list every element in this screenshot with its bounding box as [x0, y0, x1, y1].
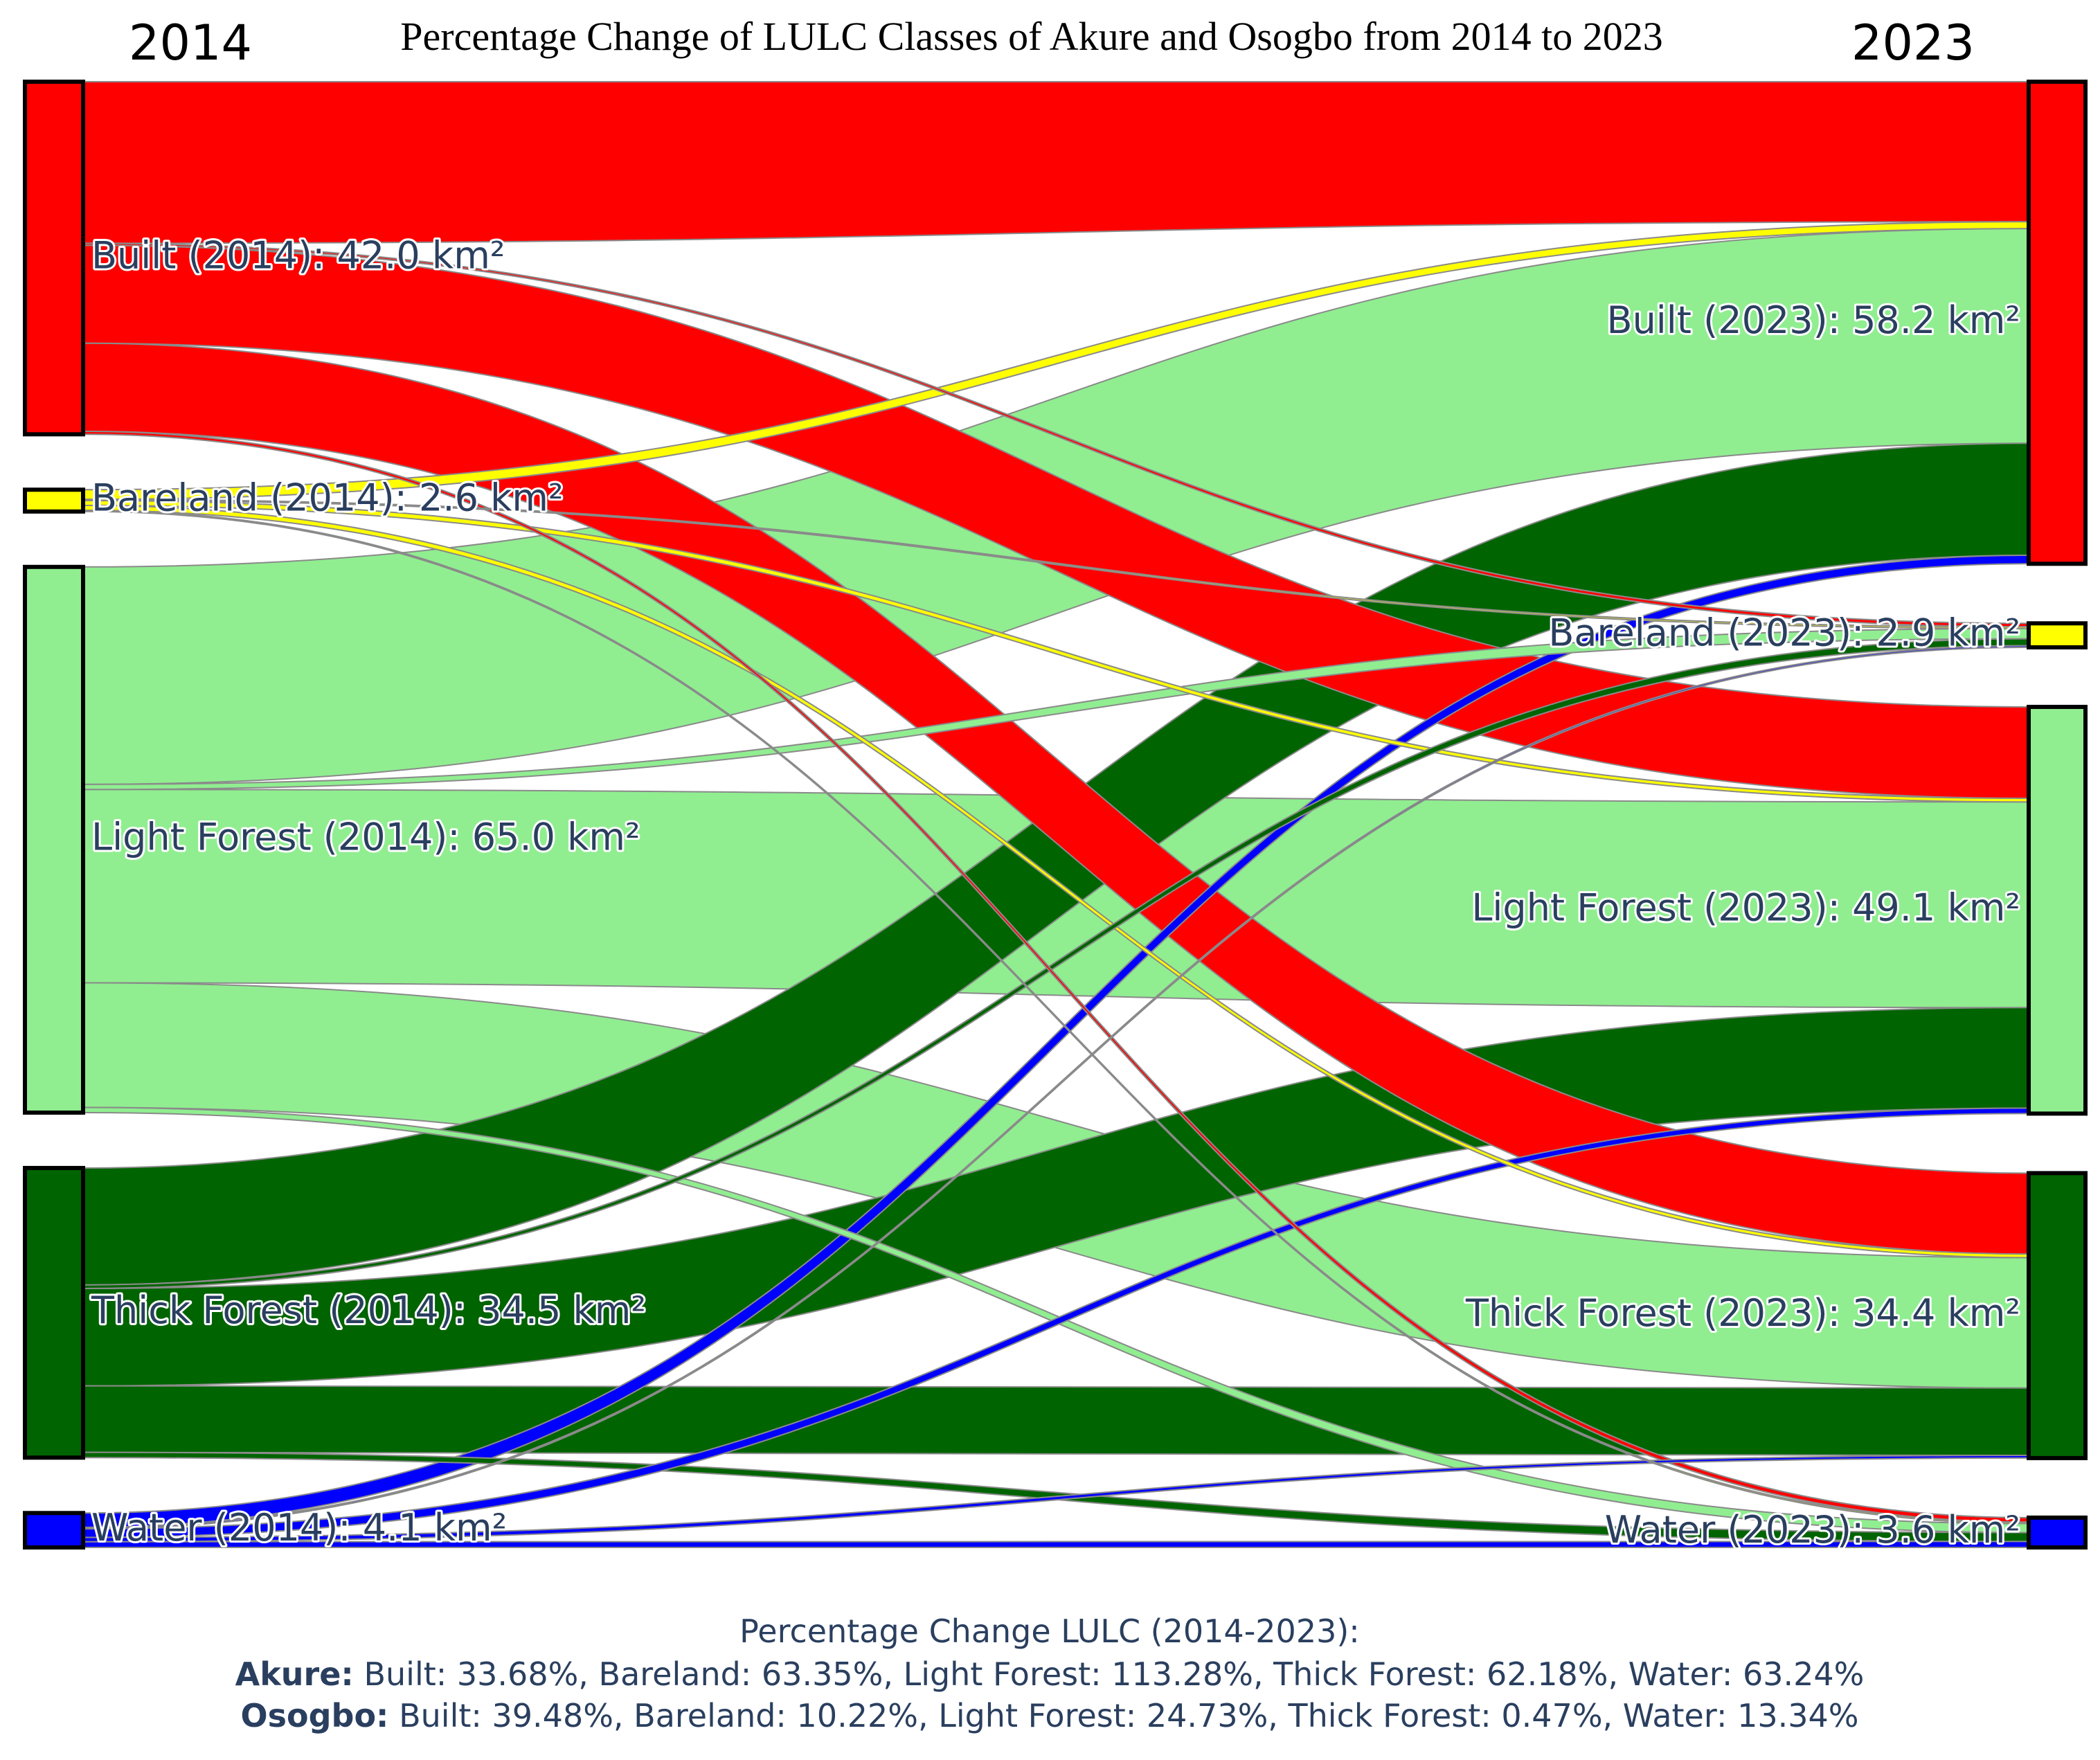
node-label-left-water: Water (2014): 4.1 km²	[91, 1506, 507, 1550]
sankey-labels: Built (2014): 42.0 km² Bareland (2014): 2…	[89, 231, 2022, 1554]
node-left-bareland	[23, 487, 85, 514]
chart-title: Percentage Change of LULC Classes of Aku…	[400, 14, 1662, 59]
annotation-values-osogbo: Built: 39.48%, Bareland: 10.22%, Light F…	[388, 1697, 1858, 1734]
link-thick-to-thick	[82, 1385, 2029, 1457]
sankey-links	[82, 80, 2029, 1549]
node-label-right-light: Light Forest (2023): 49.1 km²	[1471, 886, 2020, 929]
annotation-row-akure: Akure: Built: 33.68%, Bareland: 63.35%, …	[235, 1655, 1865, 1693]
node-label-left-thick: Thick Forest (2014): 34.5 km²	[91, 1288, 646, 1332]
link-built-to-built	[82, 80, 2029, 244]
node-label-right-built: Built (2023): 58.2 km²	[1607, 298, 2020, 342]
node-left-built	[23, 80, 85, 437]
percentage-change-annotation: Percentage Change LULC (2014-2023): Akur…	[235, 1613, 1865, 1734]
annotation-heading: Percentage Change LULC (2014-2023):	[739, 1613, 1360, 1650]
node-label-right-water: Water (2023): 3.6 km²	[1605, 1508, 2020, 1552]
node-right-light	[2027, 704, 2088, 1116]
node-label-right-bareland: Bareland (2023): 2.9 km²	[1548, 611, 2020, 654]
node-left-water	[23, 1511, 85, 1550]
node-label-left-light: Light Forest (2014): 65.0 km²	[91, 816, 640, 859]
node-left-thick	[23, 1165, 85, 1460]
node-right-built	[2027, 80, 2088, 566]
node-label-left-bareland: Bareland (2014): 2.6 km²	[91, 476, 564, 520]
node-right-water	[2027, 1515, 2088, 1550]
node-right-bareland	[2027, 621, 2088, 649]
node-left-light	[23, 564, 85, 1115]
annotation-city-osogbo: Osogbo:	[241, 1697, 389, 1734]
annotation-city-akure: Akure:	[235, 1655, 354, 1693]
annotation-values-akure: Built: 33.68%, Bareland: 63.35%, Light F…	[354, 1655, 1865, 1693]
node-label-right-thick: Thick Forest (2023): 34.4 km²	[1465, 1291, 2020, 1335]
node-label-left-built: Built (2014): 42.0 km²	[91, 233, 505, 277]
right-year-label: 2023	[1851, 15, 1975, 71]
node-right-thick	[2027, 1171, 2088, 1460]
sankey-nodes	[23, 80, 2088, 1550]
annotation-row-osogbo: Osogbo: Built: 39.48%, Bareland: 10.22%,…	[241, 1697, 1859, 1734]
left-year-label: 2014	[129, 15, 252, 71]
